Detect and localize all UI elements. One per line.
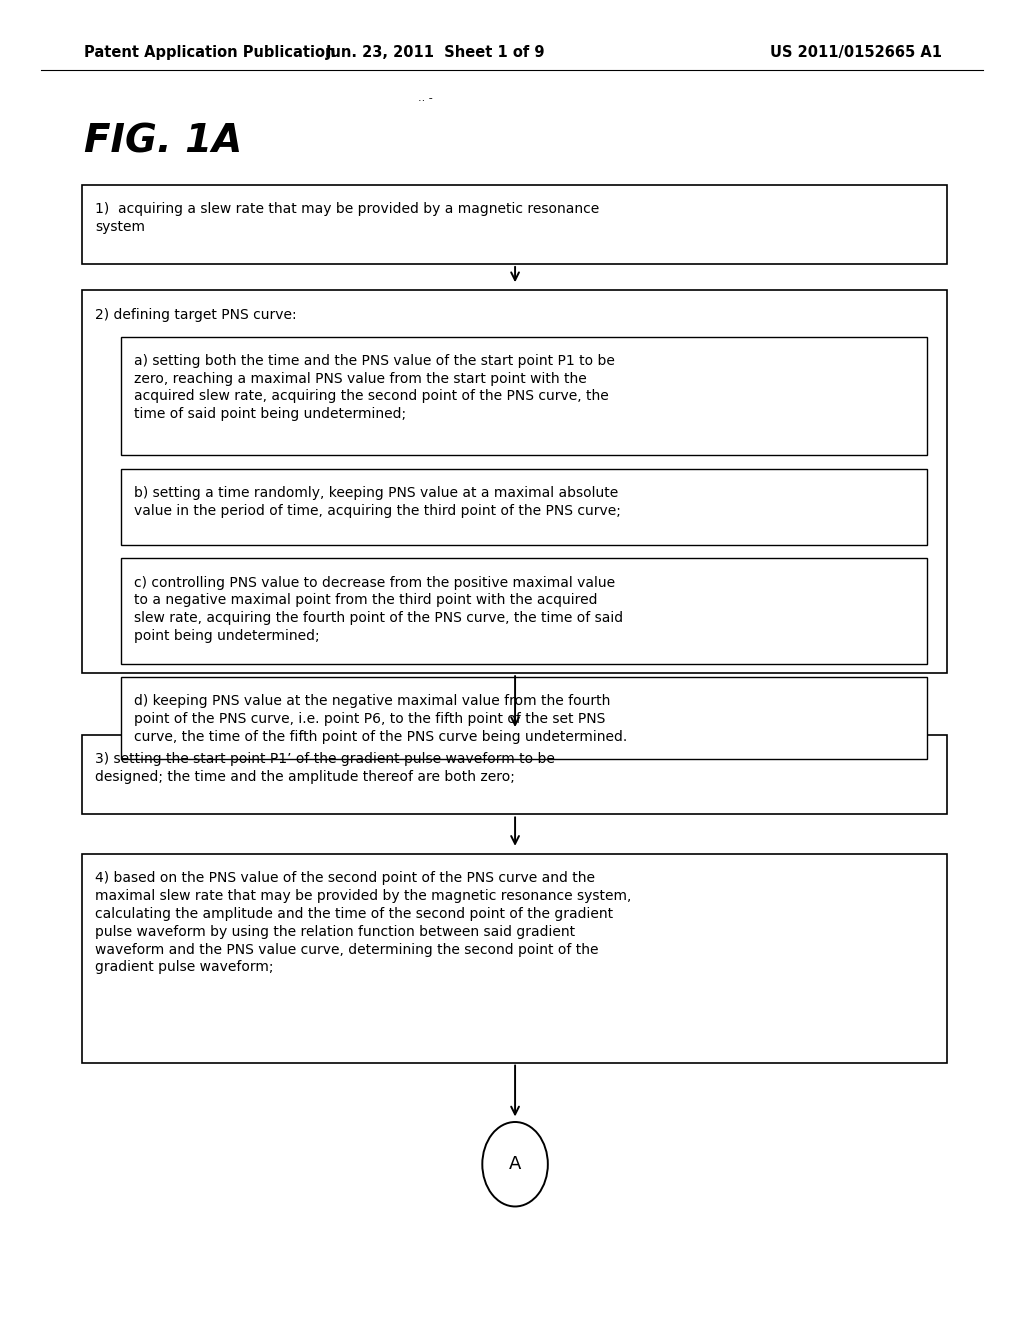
Bar (121, 469, 927, 545)
Bar (82, 854, 947, 1063)
Text: US 2011/0152665 A1: US 2011/0152665 A1 (770, 45, 942, 61)
Text: FIG. 1A: FIG. 1A (84, 123, 243, 160)
Text: b) setting a time randomly, keeping PNS value at a maximal absolute
value in the: b) setting a time randomly, keeping PNS … (134, 486, 621, 517)
Bar (82, 185, 947, 264)
Bar (121, 558, 927, 664)
Text: Jun. 23, 2011  Sheet 1 of 9: Jun. 23, 2011 Sheet 1 of 9 (326, 45, 545, 61)
Text: 4) based on the PNS value of the second point of the PNS curve and the
maximal s: 4) based on the PNS value of the second … (95, 871, 632, 974)
Text: d) keeping PNS value at the negative maximal value from the fourth
point of the : d) keeping PNS value at the negative max… (134, 694, 628, 744)
Bar (121, 677, 927, 759)
Text: 1)  acquiring a slew rate that may be provided by a magnetic resonance
system: 1) acquiring a slew rate that may be pro… (95, 202, 599, 234)
Text: 2) defining target PNS curve:: 2) defining target PNS curve: (95, 308, 297, 322)
Bar (82, 735, 947, 814)
Text: 3) setting the start point P1’ of the gradient pulse waveform to be
designed; th: 3) setting the start point P1’ of the gr… (95, 752, 555, 784)
Bar (121, 337, 927, 455)
Text: .. -: .. - (418, 92, 432, 103)
Text: c) controlling PNS value to decrease from the positive maximal value
to a negati: c) controlling PNS value to decrease fro… (134, 576, 624, 643)
Bar (82, 290, 947, 673)
Text: A: A (509, 1155, 521, 1173)
Text: Patent Application Publication: Patent Application Publication (84, 45, 336, 61)
Text: a) setting both the time and the PNS value of the start point P1 to be
zero, rea: a) setting both the time and the PNS val… (134, 354, 615, 421)
